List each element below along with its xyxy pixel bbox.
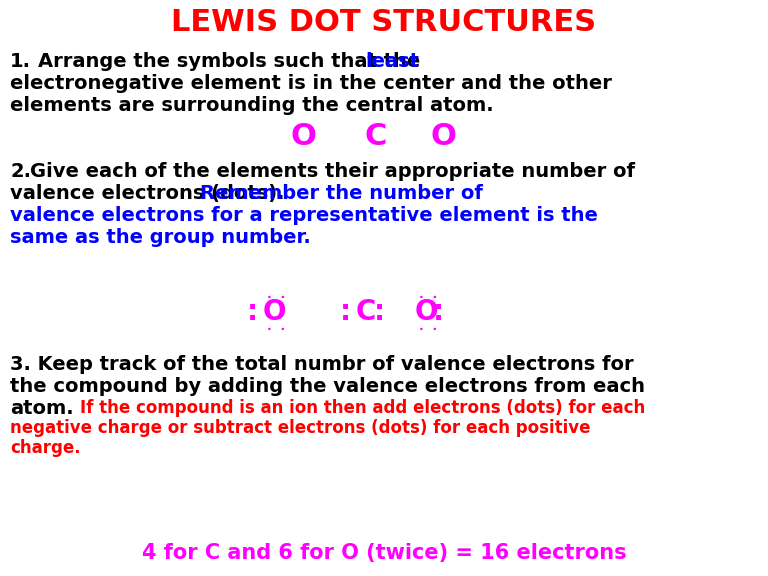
Text: .  .: . . — [267, 320, 285, 333]
Text: least: least — [365, 52, 419, 71]
Text: :: : — [247, 298, 258, 326]
Text: :: : — [340, 298, 351, 326]
Text: atom.: atom. — [10, 399, 74, 418]
Text: C: C — [356, 298, 376, 326]
Text: negative charge or subtract electrons (dots) for each positive: negative charge or subtract electrons (d… — [10, 419, 591, 437]
Text: :: : — [374, 298, 385, 326]
Text: LEWIS DOT STRUCTURES: LEWIS DOT STRUCTURES — [171, 8, 597, 37]
Text: .  .: . . — [267, 288, 285, 301]
Text: .  .: . . — [419, 288, 437, 301]
Text: O: O — [415, 298, 439, 326]
Text: .  .: . . — [419, 320, 437, 333]
Text: 4 for C and 6 for O (twice) = 16 electrons: 4 for C and 6 for O (twice) = 16 electro… — [141, 543, 627, 563]
Text: O: O — [263, 298, 286, 326]
Text: charge.: charge. — [10, 439, 81, 457]
Text: Give each of the elements their appropriate number of: Give each of the elements their appropri… — [30, 162, 635, 181]
Text: the compound by adding the valence electrons from each: the compound by adding the valence elect… — [10, 377, 645, 396]
Text: 3. Keep track of the total numbr of valence electrons for: 3. Keep track of the total numbr of vale… — [10, 355, 634, 374]
Text: elements are surrounding the central atom.: elements are surrounding the central ato… — [10, 96, 494, 115]
Text: 2.: 2. — [10, 162, 31, 181]
Text: valence electrons (dots).: valence electrons (dots). — [10, 184, 305, 203]
Text: valence electrons for a representative element is the: valence electrons for a representative e… — [10, 206, 598, 225]
Text: If the compound is an ion then add electrons (dots) for each: If the compound is an ion then add elect… — [80, 399, 645, 417]
Text: O: O — [430, 122, 456, 151]
Text: electronegative element is in the center and the other: electronegative element is in the center… — [10, 74, 612, 93]
Text: :: : — [433, 298, 444, 326]
Text: Arrange the symbols such that the: Arrange the symbols such that the — [38, 52, 427, 71]
Text: O: O — [290, 122, 316, 151]
Text: same as the group number.: same as the group number. — [10, 228, 311, 247]
Text: Remember the number of: Remember the number of — [200, 184, 483, 203]
Text: 1.: 1. — [10, 52, 31, 71]
Text: C: C — [365, 122, 387, 151]
